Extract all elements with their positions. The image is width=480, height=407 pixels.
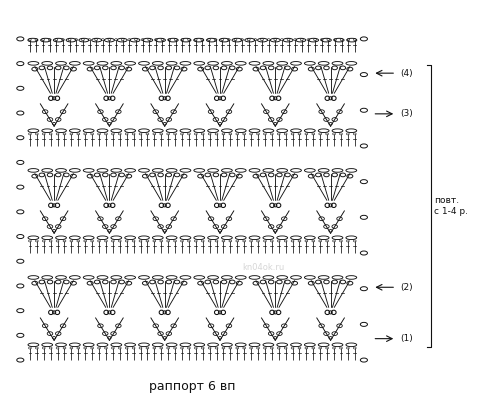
Text: (2): (2) bbox=[400, 283, 412, 292]
Text: раппорт 6 вп: раппорт 6 вп bbox=[149, 380, 236, 393]
Text: kn04ok.ru: kn04ok.ru bbox=[242, 263, 285, 272]
Text: повт.
с 1-4 р.: повт. с 1-4 р. bbox=[434, 195, 468, 216]
Text: (4): (4) bbox=[400, 69, 412, 78]
Text: (3): (3) bbox=[400, 109, 413, 118]
Text: (1): (1) bbox=[400, 334, 413, 343]
